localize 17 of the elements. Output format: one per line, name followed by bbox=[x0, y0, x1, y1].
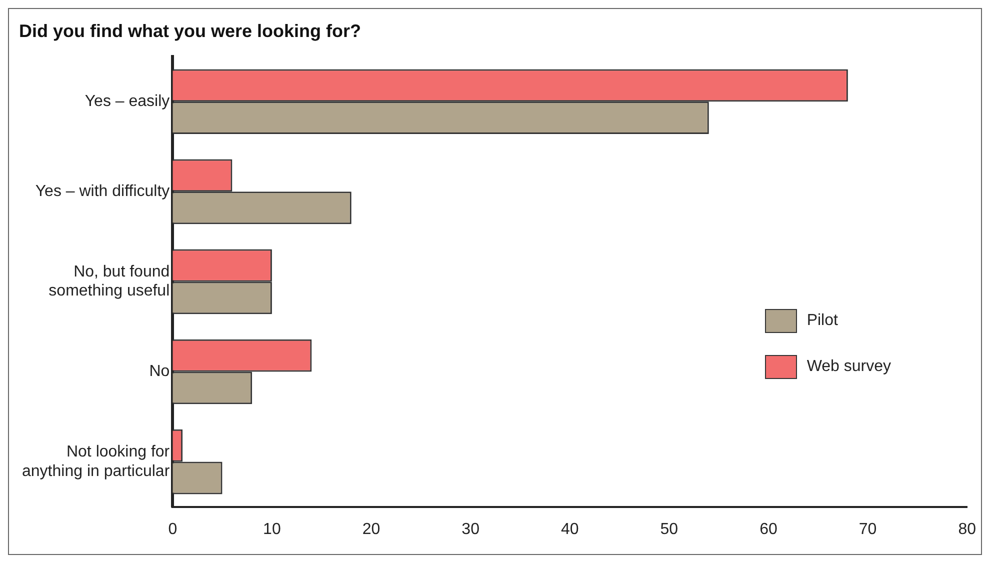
y-tick-label: No bbox=[149, 363, 170, 380]
x-tick-label: 80 bbox=[958, 520, 976, 538]
chart-title: Did you find what you were looking for? bbox=[19, 20, 361, 41]
x-tick-label: 60 bbox=[760, 520, 778, 538]
x-tick-label: 0 bbox=[168, 520, 178, 538]
x-tick-label: 50 bbox=[660, 520, 678, 538]
legend-label: Pilot bbox=[806, 312, 838, 330]
y-tick-label: No, but found something useful bbox=[48, 264, 170, 300]
legend-label: Web survey bbox=[806, 358, 891, 376]
x-tick-label: 10 bbox=[263, 520, 281, 538]
x-tick-label: 30 bbox=[462, 520, 480, 538]
y-tick-label: Yes – with difficulty bbox=[35, 183, 170, 200]
x-tick-label: 20 bbox=[362, 520, 380, 538]
x-tick-label: 70 bbox=[858, 520, 877, 538]
x-tick-label: 40 bbox=[560, 520, 579, 538]
y-tick-label: Not looking for anything in particular bbox=[22, 444, 170, 480]
y-tick-label: Yes – easily bbox=[84, 93, 170, 110]
